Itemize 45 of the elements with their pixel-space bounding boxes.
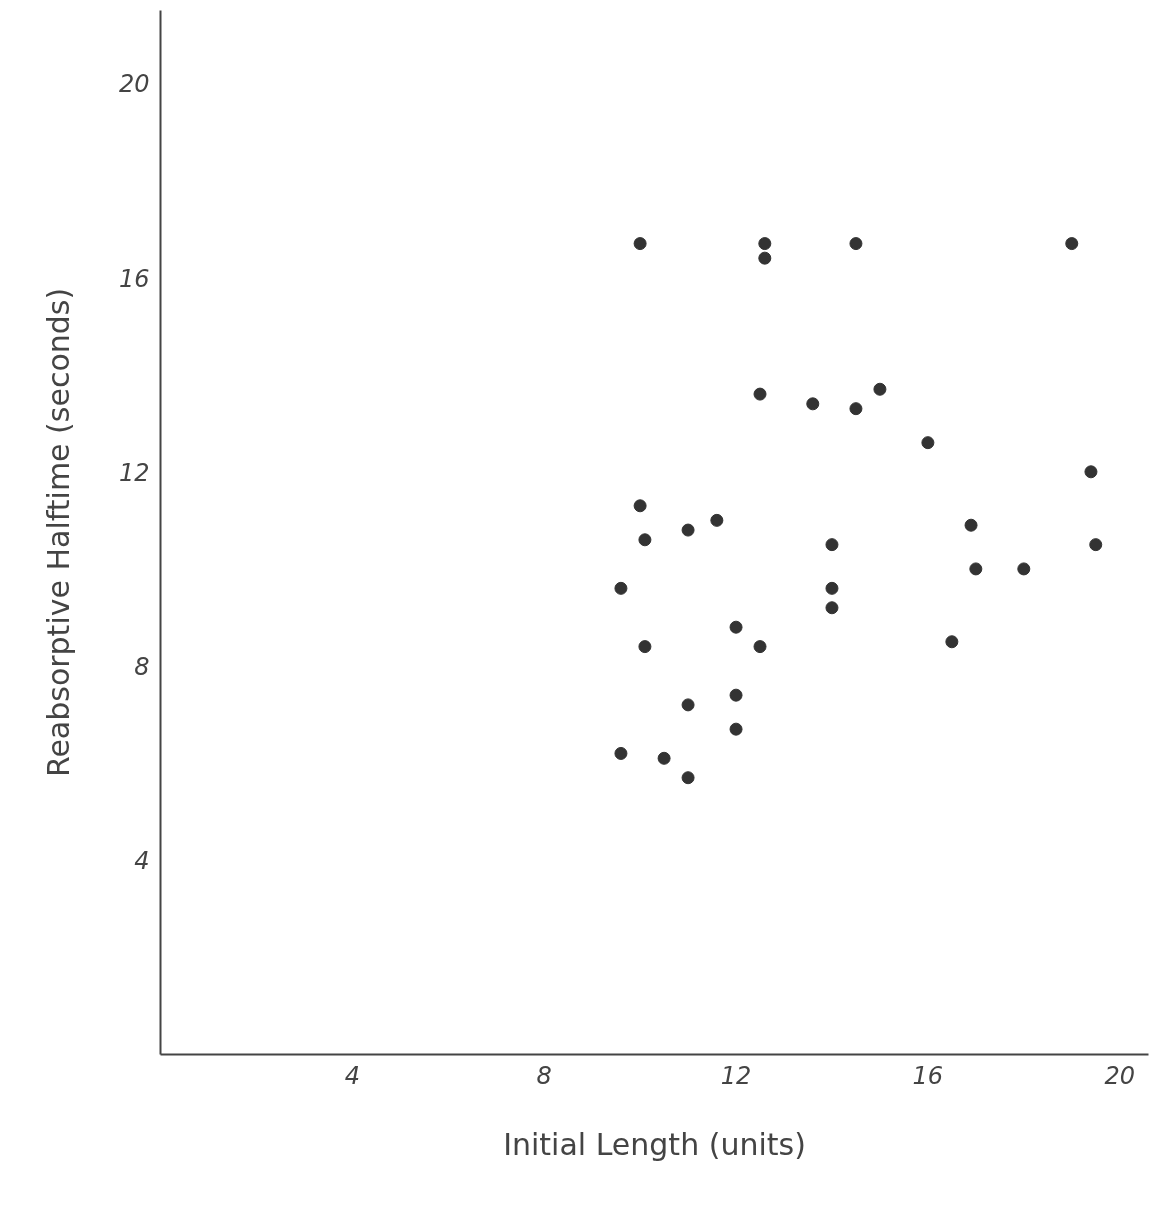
point xyxy=(945,635,959,649)
point xyxy=(633,499,647,513)
y-tick-label: 4 xyxy=(134,847,150,876)
point xyxy=(633,237,647,251)
point xyxy=(657,751,671,765)
y-tick-label: 8 xyxy=(134,653,150,682)
point xyxy=(825,538,839,552)
point xyxy=(729,688,743,702)
x-tick-label: 8 xyxy=(536,1061,552,1090)
point xyxy=(614,746,628,760)
point xyxy=(921,436,935,450)
point xyxy=(758,251,772,265)
point xyxy=(729,620,743,634)
point xyxy=(638,533,652,547)
point xyxy=(638,640,652,654)
point xyxy=(681,771,695,785)
point xyxy=(1017,562,1031,576)
point xyxy=(849,402,863,416)
point xyxy=(1089,538,1103,552)
x-tick-label: 20 xyxy=(1104,1061,1135,1090)
point xyxy=(681,523,695,537)
point xyxy=(825,601,839,615)
point xyxy=(873,382,887,396)
y-axis-title: Reabsorptive Halftime (seconds) xyxy=(40,287,76,778)
x-tick-label: 16 xyxy=(912,1061,944,1090)
point xyxy=(758,237,772,251)
point xyxy=(969,562,983,576)
point xyxy=(614,581,628,595)
point xyxy=(681,698,695,712)
point xyxy=(1084,465,1098,479)
point xyxy=(753,387,767,401)
y-tick-label: 20 xyxy=(118,70,150,99)
point xyxy=(849,237,863,251)
x-tick-label: 12 xyxy=(720,1061,752,1090)
y-tick-label: 16 xyxy=(118,264,150,293)
point xyxy=(806,397,820,411)
point xyxy=(825,581,839,595)
point xyxy=(729,722,743,736)
point xyxy=(964,518,978,532)
x-axis-title: Initial Length (units) xyxy=(503,1126,806,1162)
point xyxy=(1065,237,1079,251)
y-tick-label: 12 xyxy=(118,458,150,487)
point xyxy=(710,513,724,527)
x-tick-label: 4 xyxy=(344,1061,360,1090)
point xyxy=(753,640,767,654)
